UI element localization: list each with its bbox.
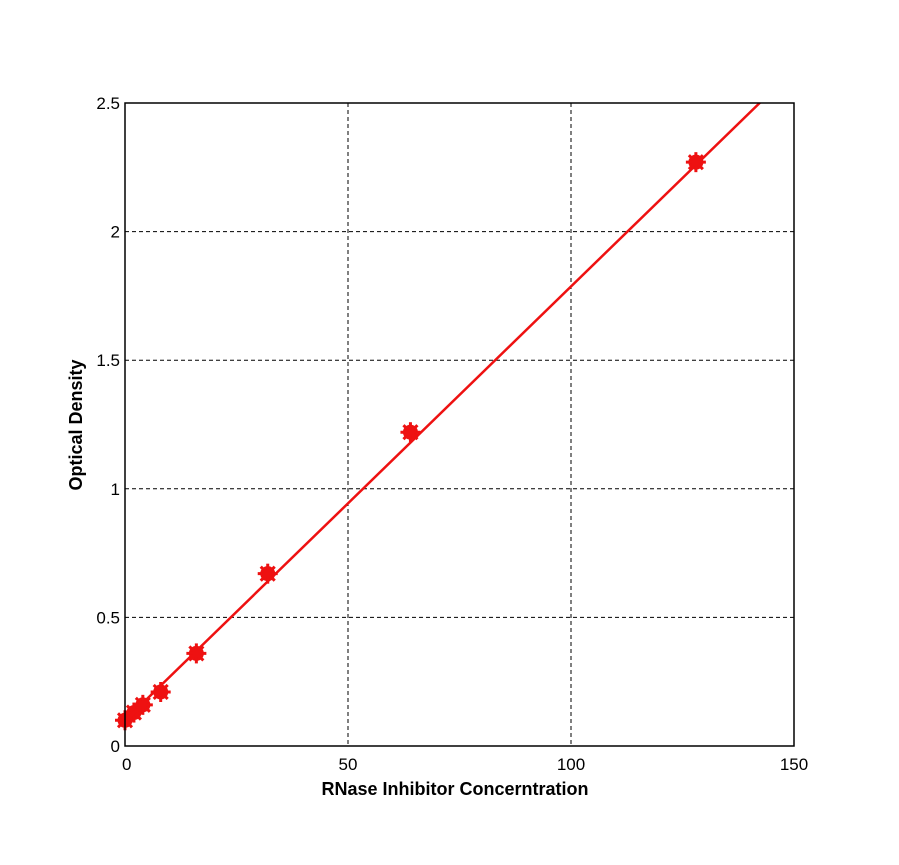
y-tick-label: 1 (111, 480, 120, 499)
plot-frame (124, 102, 795, 747)
y-tick-label: 1.5 (96, 351, 120, 370)
x-tick-label: 0 (122, 755, 131, 774)
data-point (257, 563, 278, 584)
y-tick-label: 0 (111, 737, 120, 756)
y-tick-label: 0.5 (96, 608, 120, 627)
grid-lines (125, 103, 794, 746)
x-tick-label: 100 (557, 755, 585, 774)
footer-caption (310, 828, 570, 848)
plot-area (125, 103, 794, 746)
data-point (186, 643, 207, 664)
data-point (685, 152, 706, 173)
x-axis-label: RNase Inhibitor Concerntration (321, 779, 588, 799)
x-tick-label: 150 (780, 755, 808, 774)
data-point (150, 681, 171, 702)
y-ticks: 0 0.5 1 1.5 2 2.5 (96, 94, 120, 756)
y-axis-label: Optical Density (66, 359, 86, 490)
fit-line (125, 103, 762, 722)
data-point (400, 422, 421, 443)
y-tick-label: 2.5 (96, 94, 120, 113)
x-tick-label: 50 (339, 755, 358, 774)
fit-line-group (125, 103, 762, 722)
y-tick-label: 2 (111, 223, 120, 242)
data-point (132, 694, 153, 715)
x-ticks: 0 50 100 150 (122, 755, 808, 774)
